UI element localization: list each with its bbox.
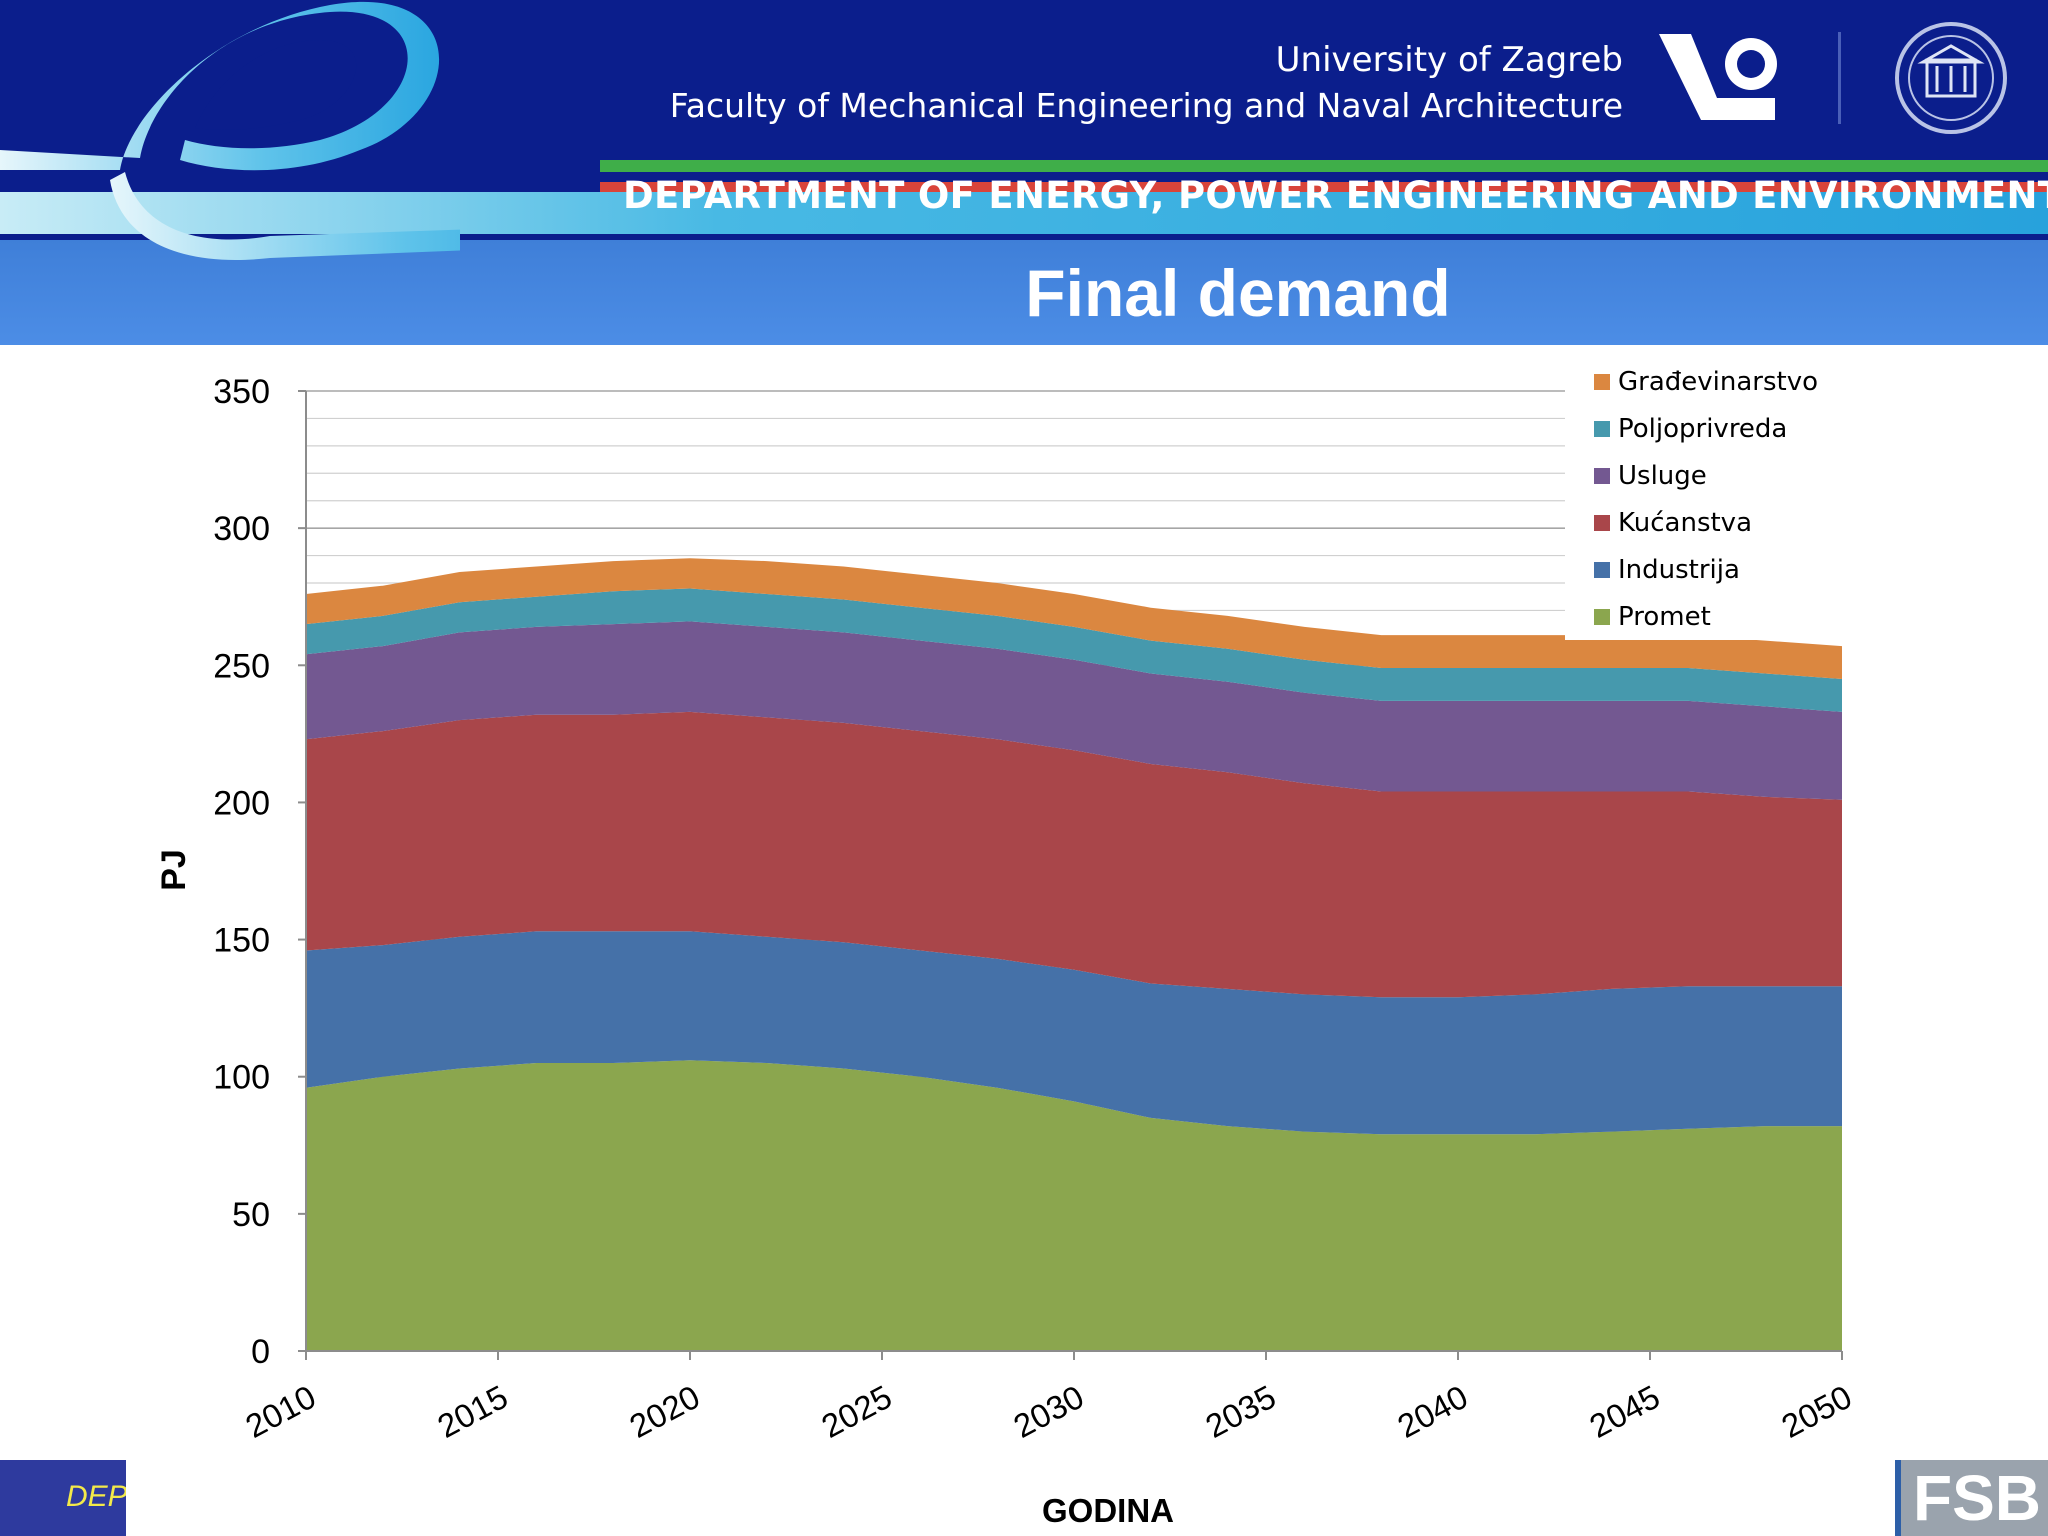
faculty-name: Faculty of Mechanical Engineering and Na… [669, 86, 1623, 125]
x-tick-label: 2020 [623, 1378, 705, 1445]
x-tick-label: 2015 [431, 1378, 513, 1445]
area-series [306, 558, 1842, 1351]
footer-fsb-text: FSB [1913, 1462, 2041, 1534]
y-tick-labels: 0 50 100 150 200 250 300 350 [213, 373, 306, 1371]
y-tick-label: 0 [251, 1333, 270, 1371]
page-title: Final demand [1025, 256, 1451, 330]
title-band [0, 240, 2048, 345]
legend-swatch [1594, 468, 1610, 484]
legend-label: Građevinarstvo [1618, 367, 1818, 397]
area-usluge [306, 621, 1842, 800]
university-seal-icon [1895, 22, 2007, 134]
logo-divider [1838, 32, 1841, 124]
faculty-logo [1659, 34, 1777, 120]
y-axis-label: PJ [155, 849, 193, 891]
university-name: University of Zagreb [1275, 40, 1623, 80]
footer-fsb-logo: FSB [1895, 1460, 2048, 1536]
legend-label: Poljoprivreda [1618, 414, 1787, 444]
department-name: DEPARTMENT OF ENERGY, POWER ENGINEERING … [623, 174, 2048, 217]
legend-swatch [1594, 562, 1610, 578]
x-tick-label: 2045 [1583, 1378, 1665, 1445]
x-tick-label: 2035 [1199, 1378, 1281, 1445]
legend-label: Promet [1618, 602, 1711, 632]
y-tick-label: 100 [213, 1059, 270, 1097]
legend-background [1565, 360, 1865, 640]
area-industrija [306, 931, 1842, 1135]
legend: Građevinarstvo Poljoprivreda Usluge Kućanst… [1565, 360, 1865, 640]
green-stripe [600, 160, 2048, 172]
legend-swatch [1594, 609, 1610, 625]
x-axis-label: GODINA [1042, 1492, 1174, 1529]
x-tick-label: 2025 [815, 1378, 897, 1445]
legend-label: Kućanstva [1618, 508, 1752, 538]
x-tick-label: 2040 [1391, 1378, 1473, 1445]
x-tick-label: 2010 [239, 1378, 321, 1445]
legend-swatch [1594, 515, 1610, 531]
x-tick-label: 2050 [1775, 1378, 1857, 1445]
y-tick-label: 200 [213, 784, 270, 822]
header-banner: University of Zagreb Faculty of Mechanic… [0, 0, 2048, 345]
area-kućanstva [306, 711, 1842, 998]
x-tick-labels: 2010 2015 2020 2025 2030 2035 2040 2045 2050 [239, 1351, 1858, 1445]
y-tick-label: 150 [213, 922, 270, 960]
legend-swatch [1594, 421, 1610, 437]
legend-label: Usluge [1618, 461, 1707, 491]
footer-department-text: DEP [66, 1480, 126, 1513]
area-promet [306, 1060, 1842, 1351]
area-poljoprivreda [306, 588, 1842, 712]
y-tick-label: 250 [213, 647, 270, 685]
e-swoosh-logo [0, 1, 460, 260]
footer-department: DEP [0, 1460, 126, 1536]
y-tick-label: 50 [232, 1196, 270, 1234]
x-tick-label: 2030 [1007, 1378, 1089, 1445]
cyan-stripe [0, 192, 2048, 234]
legend-swatch [1594, 374, 1610, 390]
area-građevinarstvo [306, 558, 1842, 679]
y-tick-label: 300 [213, 510, 270, 548]
legend-label: Industrija [1618, 555, 1740, 585]
y-tick-label: 350 [213, 373, 270, 411]
